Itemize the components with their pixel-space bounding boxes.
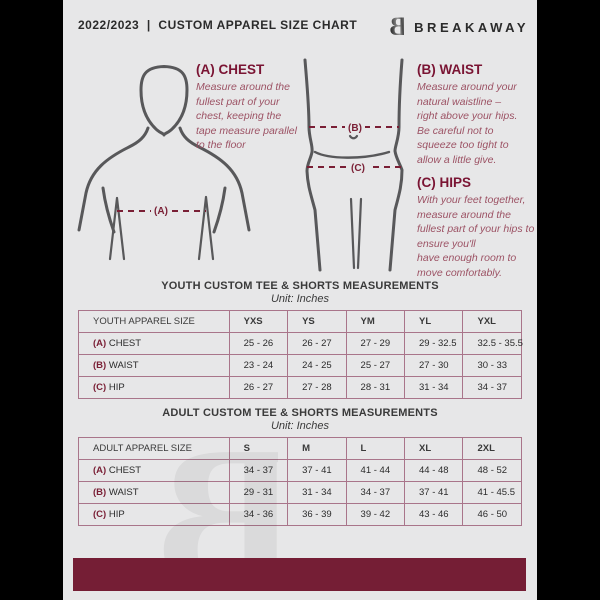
svg-text:(C): (C) — [351, 163, 365, 174]
svg-text:(B): (B) — [348, 123, 362, 134]
